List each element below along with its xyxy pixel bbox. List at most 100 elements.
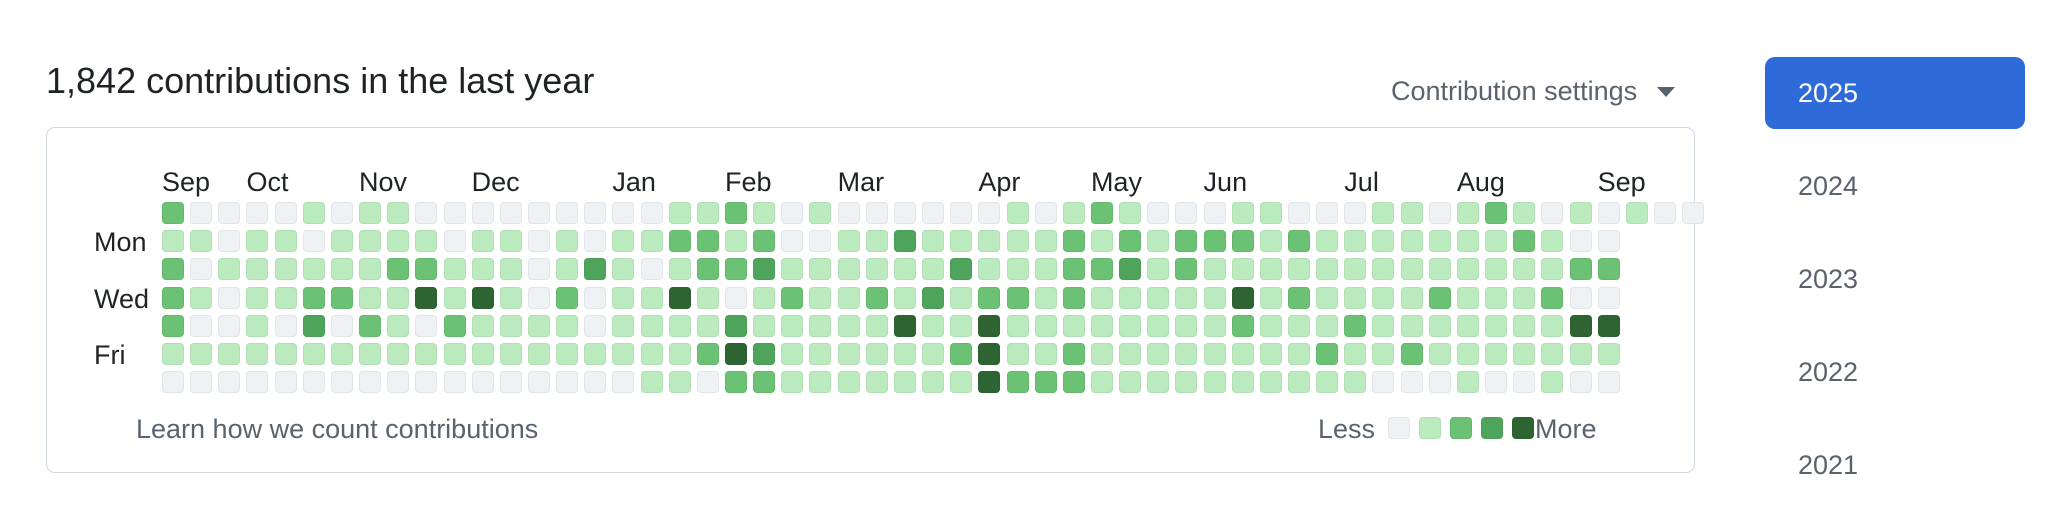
contribution-cell[interactable] bbox=[1006, 286, 1029, 309]
contribution-cell[interactable] bbox=[471, 202, 494, 224]
contribution-cell[interactable] bbox=[218, 258, 241, 281]
contribution-cell[interactable] bbox=[753, 230, 776, 253]
contribution-cell[interactable] bbox=[471, 343, 494, 365]
contribution-cell[interactable] bbox=[274, 371, 297, 394]
contribution-cell[interactable] bbox=[1400, 202, 1423, 224]
year-link[interactable]: 2024 bbox=[1798, 170, 1859, 201]
contribution-cell[interactable] bbox=[1344, 258, 1367, 281]
contribution-cell[interactable] bbox=[1513, 230, 1536, 253]
contribution-cell[interactable] bbox=[162, 202, 184, 224]
contribution-cell[interactable] bbox=[725, 258, 747, 281]
contribution-cell[interactable] bbox=[1541, 286, 1564, 309]
contribution-cell[interactable] bbox=[330, 202, 353, 224]
contribution-cell[interactable] bbox=[950, 286, 973, 309]
contribution-cell[interactable] bbox=[696, 314, 719, 337]
contribution-cell[interactable] bbox=[950, 202, 973, 224]
contribution-cell[interactable] bbox=[1625, 202, 1648, 224]
contribution-cell[interactable] bbox=[1006, 258, 1029, 281]
contribution-cell[interactable] bbox=[978, 286, 1001, 309]
contribution-cell[interactable] bbox=[725, 343, 747, 365]
contribution-cell[interactable] bbox=[1569, 314, 1592, 337]
contribution-cell[interactable] bbox=[612, 286, 635, 309]
contribution-cell[interactable] bbox=[415, 286, 438, 309]
contribution-cell[interactable] bbox=[1597, 314, 1620, 337]
contribution-cell[interactable] bbox=[443, 202, 466, 224]
contribution-cell[interactable] bbox=[527, 258, 550, 281]
contribution-cell[interactable] bbox=[1175, 314, 1198, 337]
contribution-cell[interactable] bbox=[612, 371, 635, 394]
contribution-cell[interactable] bbox=[753, 314, 776, 337]
contribution-cell[interactable] bbox=[1090, 230, 1113, 253]
contribution-cell[interactable] bbox=[274, 343, 297, 365]
contribution-cell[interactable] bbox=[1513, 343, 1536, 365]
year-link[interactable]: 2025 bbox=[1765, 57, 2025, 129]
contribution-cell[interactable] bbox=[246, 258, 269, 281]
contribution-cell[interactable] bbox=[218, 202, 241, 224]
contribution-cell[interactable] bbox=[725, 314, 747, 337]
contribution-cell[interactable] bbox=[696, 286, 719, 309]
contribution-cell[interactable] bbox=[1034, 343, 1057, 365]
contribution-cell[interactable] bbox=[1062, 202, 1085, 224]
contribution-cell[interactable] bbox=[781, 258, 804, 281]
contribution-cell[interactable] bbox=[1485, 371, 1508, 394]
contribution-cell[interactable] bbox=[1400, 286, 1423, 309]
contribution-cell[interactable] bbox=[556, 343, 579, 365]
contribution-cell[interactable] bbox=[359, 230, 382, 253]
contribution-cell[interactable] bbox=[218, 343, 241, 365]
contribution-cell[interactable] bbox=[1428, 314, 1451, 337]
contribution-cell[interactable] bbox=[1259, 230, 1282, 253]
contribution-cell[interactable] bbox=[1428, 258, 1451, 281]
contribution-cell[interactable] bbox=[359, 202, 382, 224]
contribution-cell[interactable] bbox=[471, 286, 494, 309]
contribution-cell[interactable] bbox=[696, 202, 719, 224]
contribution-cell[interactable] bbox=[1597, 286, 1620, 309]
contribution-cell[interactable] bbox=[1456, 343, 1479, 365]
contribution-cell[interactable] bbox=[443, 343, 466, 365]
contribution-cell[interactable] bbox=[1344, 202, 1367, 224]
contribution-cell[interactable] bbox=[978, 258, 1001, 281]
contribution-cell[interactable] bbox=[330, 258, 353, 281]
contribution-cell[interactable] bbox=[893, 258, 916, 281]
contribution-cell[interactable] bbox=[1006, 230, 1029, 253]
contribution-cell[interactable] bbox=[809, 343, 832, 365]
contribution-cell[interactable] bbox=[640, 202, 663, 224]
contribution-cell[interactable] bbox=[1034, 230, 1057, 253]
contribution-cell[interactable] bbox=[218, 230, 241, 253]
contribution-cell[interactable] bbox=[359, 343, 382, 365]
contribution-cell[interactable] bbox=[1203, 258, 1226, 281]
contribution-cell[interactable] bbox=[1428, 202, 1451, 224]
contribution-cell[interactable] bbox=[893, 286, 916, 309]
contribution-cell[interactable] bbox=[1259, 314, 1282, 337]
contribution-cell[interactable] bbox=[584, 343, 607, 365]
contribution-cell[interactable] bbox=[162, 286, 184, 309]
contribution-cell[interactable] bbox=[725, 202, 747, 224]
contribution-cell[interactable] bbox=[922, 314, 945, 337]
contribution-cell[interactable] bbox=[387, 230, 410, 253]
contribution-cell[interactable] bbox=[612, 314, 635, 337]
contribution-cell[interactable] bbox=[950, 230, 973, 253]
contribution-cell[interactable] bbox=[837, 202, 860, 224]
contribution-cell[interactable] bbox=[1541, 230, 1564, 253]
contribution-cell[interactable] bbox=[1231, 371, 1254, 394]
contribution-cell[interactable] bbox=[387, 202, 410, 224]
contribution-cell[interactable] bbox=[1231, 286, 1254, 309]
contribution-cell[interactable] bbox=[1231, 343, 1254, 365]
contribution-cell[interactable] bbox=[1288, 230, 1310, 253]
contribution-cell[interactable] bbox=[1288, 371, 1310, 394]
contribution-cell[interactable] bbox=[668, 202, 691, 224]
contribution-cell[interactable] bbox=[1288, 314, 1310, 337]
contribution-cell[interactable] bbox=[809, 258, 832, 281]
contribution-cell[interactable] bbox=[1006, 202, 1029, 224]
contribution-cell[interactable] bbox=[302, 371, 325, 394]
contribution-cell[interactable] bbox=[302, 314, 325, 337]
contribution-cell[interactable] bbox=[950, 371, 973, 394]
contribution-cell[interactable] bbox=[668, 286, 691, 309]
contribution-cell[interactable] bbox=[190, 371, 213, 394]
contribution-cell[interactable] bbox=[1485, 314, 1508, 337]
contribution-cell[interactable] bbox=[1597, 371, 1620, 394]
contribution-cell[interactable] bbox=[443, 314, 466, 337]
contribution-cell[interactable] bbox=[1119, 258, 1142, 281]
contribution-cell[interactable] bbox=[415, 258, 438, 281]
contribution-cell[interactable] bbox=[1541, 343, 1564, 365]
contribution-cell[interactable] bbox=[162, 371, 184, 394]
